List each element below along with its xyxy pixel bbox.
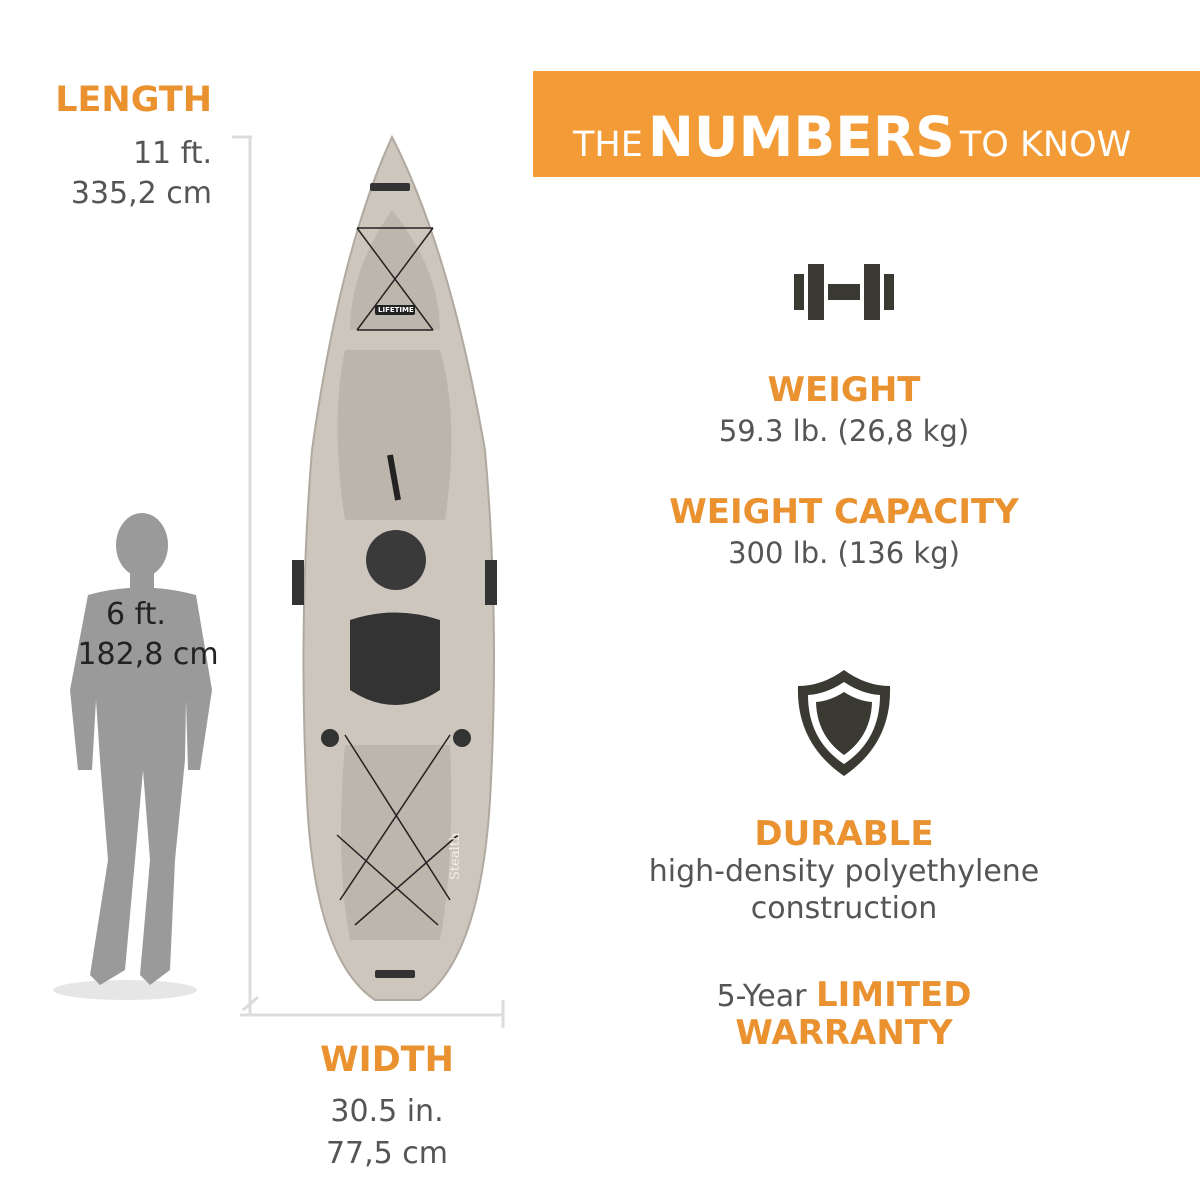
banner: THE NUMBERS TO KNOW [533,71,1200,177]
dumbbell-icon [794,264,894,320]
width-in: 30.5 in. [330,1094,444,1129]
person-height-cm: 182,8 cm [77,637,219,672]
kayak-model-name: Stealth [448,832,463,880]
durable-line1: high-density polyethylene [648,854,1040,889]
shield-icon [797,670,891,776]
warranty-line1: 5-Year LIMITED [717,975,972,1015]
kayak-brand-logo: LIFETIME [378,306,414,314]
width-cm: 77,5 cm [325,1136,449,1171]
banner-title: THE NUMBERS TO KNOW [573,105,1131,169]
width-label: WIDTH [320,1040,454,1080]
durable-label: DURABLE [754,814,934,854]
person-silhouette [53,513,212,1000]
banner-post: TO KNOW [959,125,1132,165]
length-cm: 335,2 cm [70,176,212,211]
length-label: LENGTH [55,80,212,120]
width-tick-left [242,995,259,1012]
kayak-image [292,134,497,1001]
warranty-pre: 5-Year [716,979,807,1014]
person-height-ft: 6 ft. [106,597,166,632]
length-ft: 11 ft. [132,136,212,171]
warranty-limited: LIMITED [815,975,972,1015]
warranty-label: WARRANTY [735,1013,953,1053]
capacity-label: WEIGHT CAPACITY [669,492,1019,532]
weight-label: WEIGHT [767,370,921,410]
banner-main: NUMBERS [647,105,955,169]
weight-value: 59.3 lb. (26,8 kg) [718,414,970,448]
capacity-value: 300 lb. (136 kg) [728,536,960,570]
durable-line2: construction [750,891,938,926]
banner-pre: THE [573,125,643,165]
